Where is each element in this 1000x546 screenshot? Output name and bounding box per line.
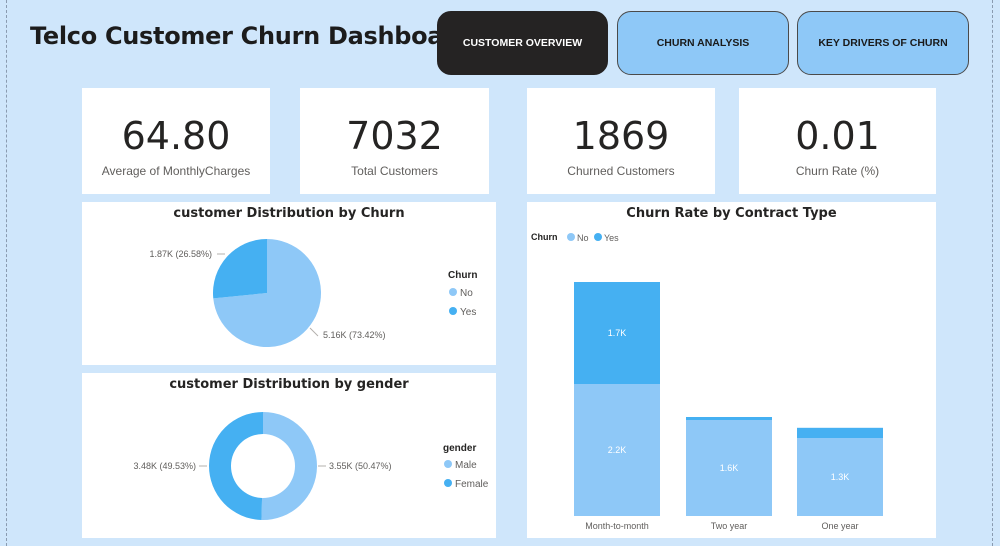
kpi-label: Total Customers	[351, 164, 438, 178]
right-frame-line	[992, 0, 993, 546]
bar-data-label: 2.2K	[608, 445, 627, 455]
legend-item-no[interactable]: No	[460, 288, 473, 299]
kpi-label: Churn Rate (%)	[795, 164, 880, 178]
legend-item-male[interactable]: Male	[455, 460, 477, 471]
legend-marker	[567, 233, 575, 241]
legend-item-no[interactable]: No	[577, 233, 589, 243]
kpi-value: 0.01	[795, 114, 880, 158]
leader-line	[309, 327, 319, 337]
legend-marker	[444, 460, 452, 468]
pie-label-yes: 1.87K (26.58%)	[149, 249, 212, 259]
bar-data-label: 1.6K	[720, 463, 739, 473]
kpi-card-churn-rate: 0.01 Churn Rate (%)	[739, 88, 936, 194]
legend-marker	[449, 307, 457, 315]
x-tick-label: One year	[821, 521, 858, 531]
kpi-value: 1869	[572, 114, 670, 158]
bar-data-label: 1.3K	[831, 472, 850, 482]
kpi-value: 7032	[346, 114, 443, 158]
bar-yes[interactable]	[797, 427, 883, 438]
kpi-label: Average of MonthlyCharges	[101, 164, 251, 178]
contract-bar-card: Churn Rate by Contract Type Churn No Yes 2.…	[527, 202, 936, 538]
legend-title: gender	[443, 443, 476, 454]
donut-label-female: 3.48K (49.53%)	[133, 461, 196, 471]
kpi-card-total-customers: 7032 Total Customers	[300, 88, 489, 194]
dashboard-title: Telco Customer Churn Dashboard	[30, 22, 472, 50]
churn-pie-chart: 5.16K (73.42%) 1.87K (26.58%) Churn No Yes	[149, 239, 477, 347]
legend-title: Churn	[448, 270, 477, 281]
left-frame-line	[6, 0, 7, 546]
bar-no[interactable]	[686, 420, 772, 516]
bar-data-label: 1.7K	[608, 328, 627, 338]
legend-item-yes[interactable]: Yes	[604, 233, 619, 243]
bar-no[interactable]	[797, 438, 883, 516]
nav-key-drivers-button[interactable]: KEY DRIVERS OF CHURN	[797, 11, 969, 75]
donut-slice-male[interactable]	[261, 412, 317, 520]
contract-bar-chart: Churn No Yes 2.2K 1.7K Month-to-month 1.6K Two …	[531, 232, 883, 531]
bar-yes[interactable]	[574, 282, 660, 384]
pie-slice-no[interactable]	[213, 239, 321, 347]
legend-item-female[interactable]: Female	[455, 479, 489, 490]
legend-title: Churn	[531, 232, 558, 242]
kpi-value: 64.80	[121, 114, 231, 158]
pie-slice-yes[interactable]	[213, 239, 267, 299]
kpi-card-monthly-charges: 64.80 Average of MonthlyCharges	[82, 88, 270, 194]
kpi-card-churned-customers: 1869 Churned Customers	[527, 88, 715, 194]
x-tick-label: Month-to-month	[585, 521, 649, 531]
gender-donut-chart: 3.55K (50.47%) 3.48K (49.53%) gender Male Fe…	[133, 412, 489, 520]
legend-marker	[444, 479, 452, 487]
churn-pie-card: customer Distribution by Churn 5.16K (73…	[82, 202, 496, 365]
donut-slice-female[interactable]	[208, 412, 263, 520]
bar-no[interactable]	[574, 384, 660, 516]
nav-customer-overview-button[interactable]: CUSTOMER OVERVIEW	[437, 11, 608, 75]
pie-label-no: 5.16K (73.42%)	[323, 330, 386, 340]
chart-title: customer Distribution by Churn	[173, 206, 405, 221]
gender-donut-card: customer Distribution by gender 3.55K (5…	[82, 373, 496, 538]
legend-item-yes[interactable]: Yes	[460, 307, 476, 318]
donut-label-male: 3.55K (50.47%)	[329, 461, 392, 471]
bar-yes[interactable]	[686, 417, 772, 420]
legend-marker	[449, 288, 457, 296]
kpi-label: Churned Customers	[567, 164, 675, 178]
chart-title: Churn Rate by Contract Type	[626, 206, 837, 221]
x-tick-label: Two year	[711, 521, 748, 531]
nav-churn-analysis-button[interactable]: CHURN ANALYSIS	[617, 11, 789, 75]
chart-title: customer Distribution by gender	[169, 377, 409, 392]
legend-marker	[594, 233, 602, 241]
